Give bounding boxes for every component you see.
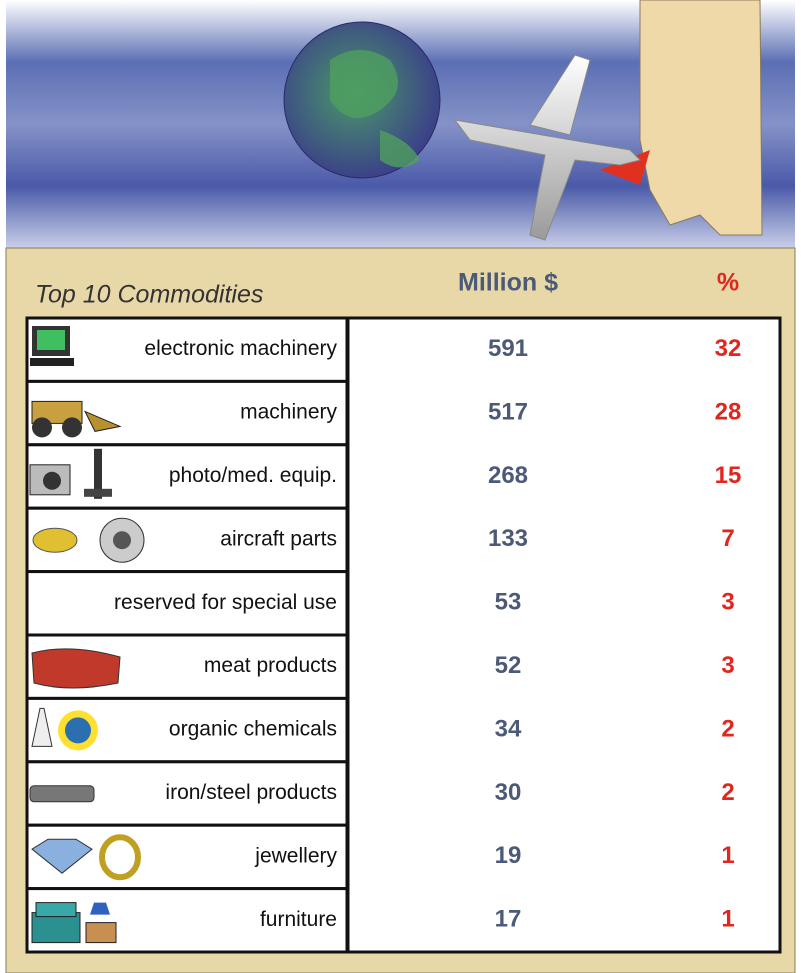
percent-value: 7 (721, 525, 734, 552)
icon-shape (31, 912, 81, 944)
icon-shape (31, 707, 53, 747)
icon-shape (43, 471, 61, 490)
icon-shape (37, 330, 65, 350)
icon-shape (94, 448, 102, 499)
icon-shape (85, 922, 117, 944)
plane (453, 54, 641, 241)
million-value: 53 (495, 589, 522, 616)
percent-value: 32 (715, 335, 742, 362)
commodity-label: aircraft parts (220, 527, 337, 550)
row-icon (30, 326, 74, 366)
icon-shape (113, 531, 131, 550)
million-value: 268 (488, 462, 528, 489)
row-icon (31, 902, 117, 944)
icon-shape (83, 410, 122, 432)
province (639, 0, 763, 236)
commodity-label: organic chemicals (169, 718, 337, 741)
icon-shape (90, 902, 110, 915)
commodity-label: furniture (260, 908, 337, 931)
row-icon (29, 785, 95, 803)
row-icon (31, 400, 122, 438)
percent-value: 1 (721, 906, 734, 933)
table-title: Top 10 Commodities (35, 281, 263, 309)
values-panel (346, 316, 782, 954)
icon-shape (65, 717, 91, 744)
million-value: 52 (495, 652, 522, 679)
column-header: Million $ (458, 269, 558, 297)
commodity-label: electronic machinery (144, 337, 337, 360)
percent-value: 1 (721, 842, 734, 869)
row-icon (32, 517, 145, 563)
million-value: 591 (488, 335, 528, 362)
commodity-label: jewellery (254, 844, 337, 867)
million-value: 133 (488, 525, 528, 552)
percent-value: 2 (721, 779, 734, 806)
percent-value: 15 (715, 462, 742, 489)
commodity-label: reserved for special use (114, 591, 337, 614)
percent-value: 28 (715, 398, 742, 425)
percent-value: 3 (721, 589, 734, 616)
commodity-label: photo/med. equip. (169, 464, 337, 487)
icon-shape (30, 358, 74, 366)
million-value: 19 (495, 842, 522, 869)
row-icon (31, 707, 98, 751)
percent-value: 3 (721, 652, 734, 679)
icon-shape (32, 417, 52, 438)
million-value: 517 (488, 398, 528, 425)
icon-shape (31, 838, 93, 874)
icon-shape (29, 785, 95, 803)
continents (330, 50, 420, 168)
icon-shape (32, 527, 78, 553)
column-header: % (717, 269, 739, 297)
million-value: 30 (495, 779, 522, 806)
icon-shape (99, 834, 141, 881)
commodity-label: machinery (240, 401, 337, 424)
row-label-cell (25, 570, 349, 637)
icon-shape (31, 648, 121, 689)
icon-shape (35, 902, 77, 918)
row-label-cell (25, 443, 349, 510)
icon-shape (84, 488, 112, 497)
row-icon (31, 834, 141, 881)
row-icon (29, 448, 112, 499)
million-value: 17 (495, 906, 522, 933)
row-icon (31, 648, 121, 689)
icon-shape (62, 417, 82, 438)
percent-value: 2 (721, 715, 734, 742)
commodity-label: iron/steel products (165, 781, 337, 804)
commodity-label: meat products (204, 654, 337, 677)
row-label-cell (25, 506, 349, 574)
million-value: 34 (495, 715, 522, 742)
